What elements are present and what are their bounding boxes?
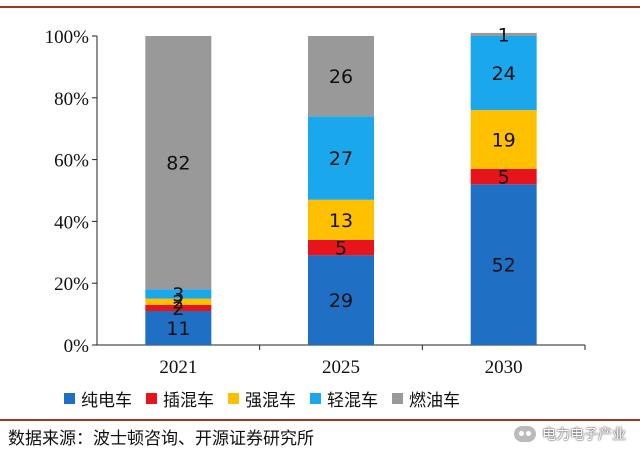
data-label: 52 [492, 255, 516, 277]
data-label: 2 [172, 298, 184, 320]
y-tick-label: 20% [54, 274, 89, 295]
legend-label: 插混车 [163, 391, 214, 411]
bar-segment [470, 32, 537, 36]
bar-segment [308, 199, 374, 240]
legend-item: 强混车 [228, 386, 296, 411]
data-label: 11 [166, 318, 190, 340]
data-label: 1 [498, 24, 510, 46]
bar-segment [145, 298, 212, 305]
bar-segment [308, 255, 374, 345]
y-tick-label: 60% [54, 151, 89, 172]
bar-segment [145, 311, 212, 345]
data-label: 19 [492, 130, 516, 152]
legend-label: 强混车 [245, 391, 296, 411]
legend-label: 纯电车 [81, 391, 132, 411]
legend-item: 轻混车 [310, 386, 378, 411]
data-label: 24 [492, 63, 516, 85]
bar-segment [145, 289, 212, 299]
bar-segment [470, 168, 537, 185]
data-label: 26 [329, 66, 353, 88]
legend-item: 燃油车 [392, 386, 460, 411]
legend-label: 轻混车 [327, 391, 378, 411]
data-label: 29 [329, 290, 353, 312]
bars [145, 32, 537, 345]
data-label: 5 [498, 167, 510, 189]
top-rule [0, 0, 640, 8]
watermark: 电力电子产业 [514, 424, 626, 444]
legend-swatch [146, 393, 157, 404]
bar-segment [470, 184, 537, 345]
legend-item: 纯电车 [64, 386, 132, 411]
source-note: 数据来源：波士顿咨询、开源证券研究所 [8, 429, 314, 449]
x-tick-label: 2025 [322, 357, 360, 378]
bar-segment [470, 110, 537, 169]
bar-segment [308, 239, 374, 256]
legend-swatch [228, 393, 239, 404]
data-label: 5 [335, 238, 347, 260]
legend-swatch [310, 393, 321, 404]
y-tick-label: 80% [54, 89, 89, 110]
x-axis: 2021 2025 2030 [97, 344, 586, 378]
data-label: 3 [172, 284, 184, 306]
legend-label: 燃油车 [409, 391, 460, 411]
legend: 纯电车 插混车 强混车 轻混车 燃油车 [64, 386, 460, 411]
bar-segment [145, 36, 212, 290]
wechat-icon [514, 426, 536, 442]
y-tick-label: 100% [45, 27, 90, 48]
legend-swatch [64, 393, 75, 404]
bar-segment [308, 36, 374, 117]
data-label: 27 [329, 148, 353, 170]
bar-segment [308, 116, 374, 200]
watermark-text: 电力电子产业 [542, 427, 626, 443]
x-tick-label: 2021 [159, 357, 197, 378]
legend-swatch [392, 393, 403, 404]
y-tick-label: 0% [64, 336, 90, 357]
source-rule [0, 419, 640, 421]
x-tick-label: 2030 [485, 357, 523, 378]
y-tick-label: 40% [54, 212, 89, 233]
stacked-bar-chart: 0%20%40%60%80%100% 2021 2025 2030 11223822… [45, 24, 586, 378]
data-label: 82 [166, 153, 190, 175]
y-axis: 0% 20% 40% 60% 80% 100% [45, 27, 98, 357]
bar-segment [145, 304, 212, 312]
legend-item: 插混车 [146, 386, 214, 411]
data-label: 13 [329, 210, 353, 232]
data-label: 2 [172, 292, 184, 314]
bar-segment [470, 36, 537, 111]
